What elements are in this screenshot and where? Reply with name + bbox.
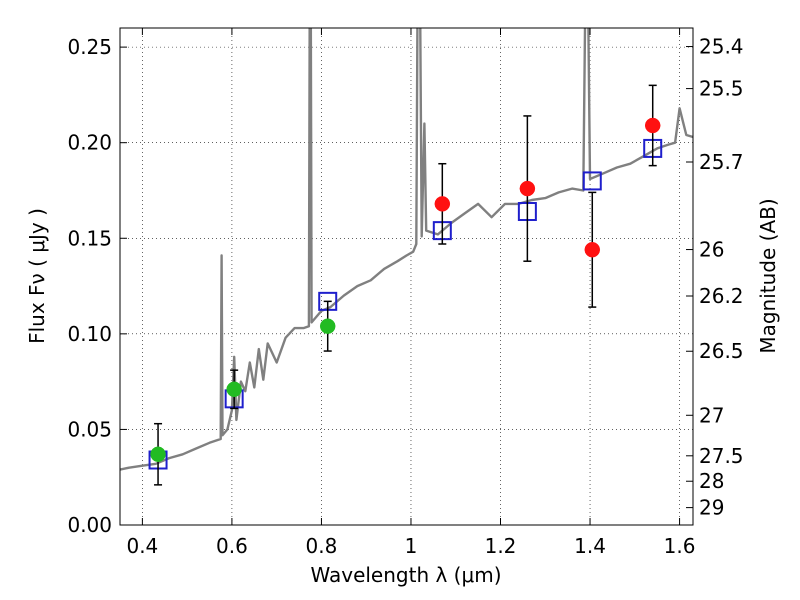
y-tick-label: 0.15	[67, 226, 112, 250]
plot-area	[120, 28, 693, 486]
x-tick-label: 0.6	[216, 534, 248, 558]
x-tick-label: 1.6	[664, 534, 696, 558]
x-tick-label: 0.8	[306, 534, 338, 558]
x-tick-label: 1.2	[485, 534, 517, 558]
model-photometry-square	[582, 171, 602, 191]
y-axis-title: Flux Fν ( μJy )	[25, 208, 49, 344]
axis-ticks: 0.4 0.6 0.8 1 1.2 1.4 1.6 0.00 0.05 0.10 0.15 0.20 0…	[67, 28, 744, 558]
data-point	[519, 180, 536, 197]
data-point	[226, 381, 242, 398]
right-tick-label: 25.5	[699, 77, 744, 101]
data-point	[644, 117, 661, 134]
x-axis-title: Wavelength λ (μm)	[310, 563, 501, 587]
y-tick-label: 0.10	[67, 322, 112, 346]
right-tick-label: 29	[699, 496, 724, 520]
right-tick-label: 25.7	[699, 150, 744, 174]
data-point	[584, 241, 601, 258]
x-tick-label: 1	[405, 534, 418, 558]
right-tick-label: 27	[699, 403, 724, 427]
y-tick-label: 0.05	[67, 417, 112, 441]
right-axis-title: Magnitude (AB)	[756, 198, 780, 353]
right-tick-label: 26.2	[699, 284, 744, 308]
right-tick-label: 26	[699, 238, 724, 262]
right-tick-label: 25.4	[699, 35, 744, 59]
plot-frame	[119, 27, 694, 526]
x-tick-label: 0.4	[126, 534, 158, 558]
y-tick-label: 0.00	[67, 513, 112, 537]
y-tick-label: 0.20	[67, 131, 112, 155]
x-tick-label: 1.4	[574, 534, 606, 558]
grid	[120, 28, 693, 526]
right-tick-label: 27.5	[699, 444, 744, 468]
data-point	[150, 446, 166, 463]
right-tick-label: 28	[699, 469, 724, 493]
model-sed-line	[120, 28, 693, 471]
data-point	[319, 318, 336, 334]
data-point	[434, 196, 451, 212]
right-tick-label: 26.5	[699, 339, 744, 363]
y-tick-label: 0.25	[67, 35, 112, 59]
